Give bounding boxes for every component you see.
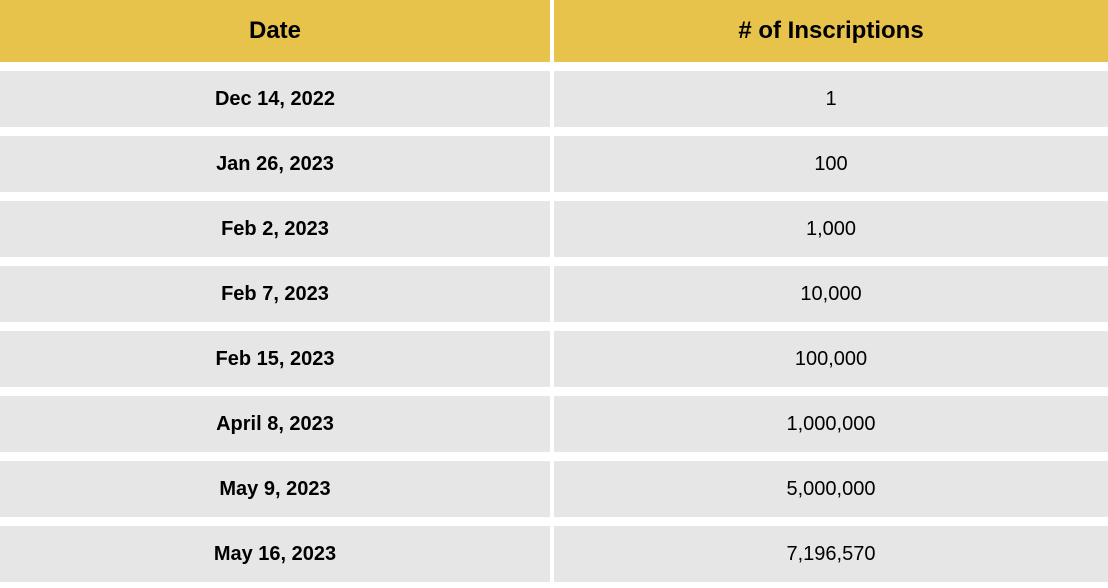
table-row: May 16, 2023 7,196,570 [0,526,1108,582]
cell-count: 1 [554,71,1108,127]
row-gap [0,452,1108,461]
table-row: Feb 2, 2023 1,000 [0,201,1108,257]
cell-date: April 8, 2023 [0,396,554,452]
table-row: April 8, 2023 1,000,000 [0,396,1108,452]
row-gap [0,62,1108,71]
row-gap [0,387,1108,396]
row-gap [0,517,1108,526]
column-header-date: Date [0,0,554,62]
table-body: Dec 14, 2022 1 Jan 26, 2023 100 Feb 2, 2… [0,62,1108,582]
table-row: Feb 7, 2023 10,000 [0,266,1108,322]
cell-date: Dec 14, 2022 [0,71,554,127]
inscriptions-table: Date # of Inscriptions Dec 14, 2022 1 Ja… [0,0,1108,582]
cell-date: May 16, 2023 [0,526,554,582]
cell-count: 1,000,000 [554,396,1108,452]
row-gap [0,127,1108,136]
cell-count: 1,000 [554,201,1108,257]
table-row: Feb 15, 2023 100,000 [0,331,1108,387]
table-row: May 9, 2023 5,000,000 [0,461,1108,517]
cell-date: Feb 2, 2023 [0,201,554,257]
table-row: Jan 26, 2023 100 [0,136,1108,192]
cell-count: 7,196,570 [554,526,1108,582]
row-gap [0,322,1108,331]
column-header-count: # of Inscriptions [554,0,1108,62]
cell-count: 100,000 [554,331,1108,387]
cell-date: Feb 15, 2023 [0,331,554,387]
table-row: Dec 14, 2022 1 [0,71,1108,127]
cell-count: 10,000 [554,266,1108,322]
cell-count: 100 [554,136,1108,192]
cell-count: 5,000,000 [554,461,1108,517]
row-gap [0,257,1108,266]
cell-date: Jan 26, 2023 [0,136,554,192]
cell-date: Feb 7, 2023 [0,266,554,322]
row-gap [0,192,1108,201]
cell-date: May 9, 2023 [0,461,554,517]
table-header-row: Date # of Inscriptions [0,0,1108,62]
